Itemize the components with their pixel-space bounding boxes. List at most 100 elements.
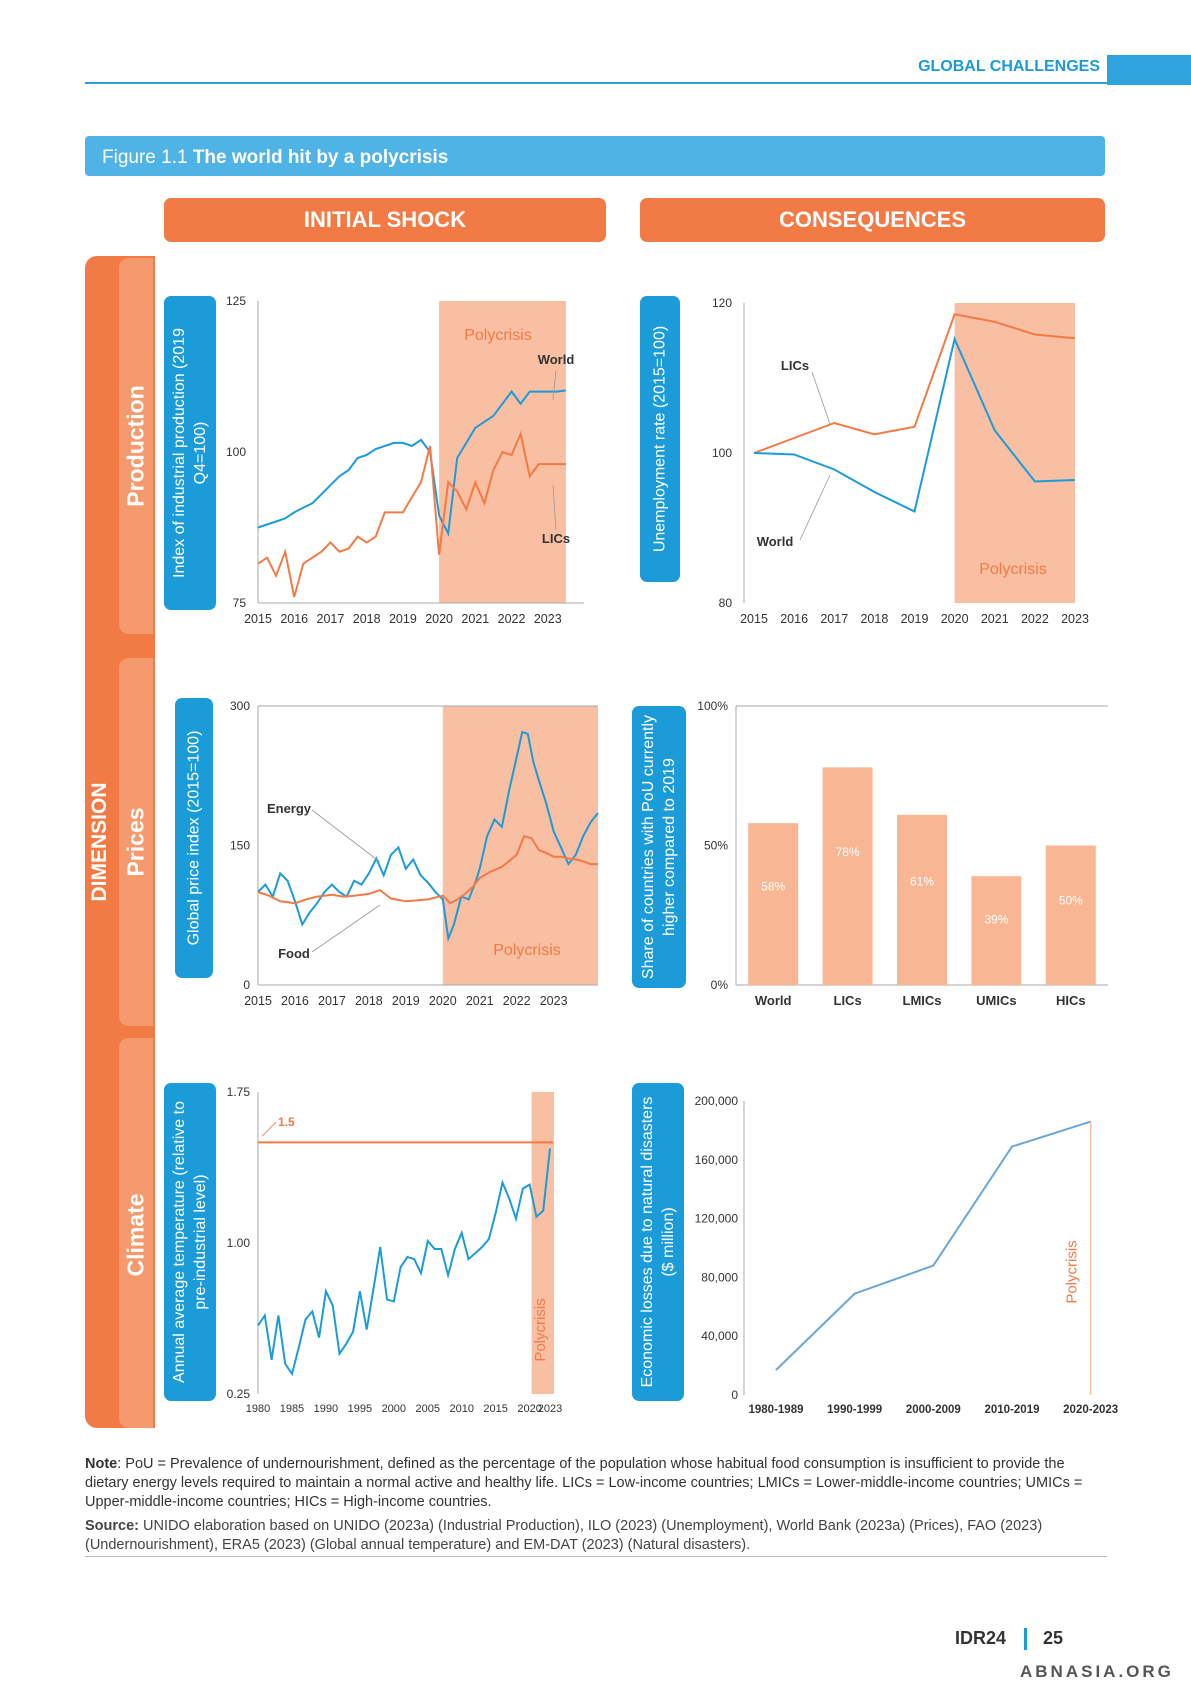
x-tick-label: World bbox=[755, 993, 792, 1008]
note: Note: PoU = Prevalence of undernourishme… bbox=[85, 1456, 1083, 1510]
y-tick-label: 100 bbox=[226, 445, 246, 459]
leader-world bbox=[799, 474, 831, 541]
row-tab-climate bbox=[119, 1038, 153, 1428]
bar-value-label: 78% bbox=[836, 845, 860, 859]
series-line-lics bbox=[753, 313, 1076, 454]
x-tick-label: 2023 bbox=[534, 612, 562, 626]
x-tick-label: 2022 bbox=[498, 612, 526, 626]
x-tick-label: 2017 bbox=[317, 612, 345, 626]
figure-title: Figure 1.1 The world hit by a polycrisis bbox=[102, 147, 448, 169]
series-line-food bbox=[257, 835, 598, 905]
x-tick-label: 2019 bbox=[389, 612, 417, 626]
x-tick-label: 2020 bbox=[517, 1403, 541, 1415]
x-tick-label: 2000-2009 bbox=[906, 1404, 961, 1416]
y-tick-label: 0 bbox=[731, 1388, 738, 1402]
polycrisis-label: Polycrisis bbox=[493, 942, 561, 959]
y-tick-label: 50% bbox=[704, 839, 728, 853]
polycrisis-label: Polycrisis bbox=[464, 327, 532, 344]
x-tick-label: 2020 bbox=[429, 994, 457, 1008]
footer-divider bbox=[1024, 1628, 1028, 1651]
leader-food bbox=[311, 904, 381, 953]
ylabel-pill-industrial: Index of industrial production (2019 Q4=… bbox=[164, 296, 216, 610]
row-tab-production bbox=[119, 258, 153, 634]
x-tick-label: 1985 bbox=[280, 1403, 304, 1415]
x-tick-label: 2021 bbox=[981, 612, 1009, 626]
figure-number: Figure 1.1 bbox=[102, 147, 188, 168]
data-point bbox=[1011, 1146, 1013, 1148]
y-tick-label: 160,000 bbox=[695, 1153, 739, 1167]
bar-hics bbox=[1045, 845, 1096, 985]
page-number: 25 bbox=[1043, 1628, 1064, 1648]
x-tick-label: 2005 bbox=[416, 1403, 440, 1415]
leader-energy bbox=[311, 809, 381, 863]
polycrisis-label: Polycrisis bbox=[532, 1298, 549, 1361]
x-tick-label: LMICs bbox=[903, 993, 942, 1008]
leader-threshold bbox=[261, 1121, 277, 1137]
header-accent-block bbox=[1107, 55, 1191, 85]
x-tick-label: 2020 bbox=[941, 612, 969, 626]
x-tick-label: 2022 bbox=[503, 994, 531, 1008]
column-header-initial-shock: INITIAL SHOCK bbox=[164, 198, 606, 242]
y-tick-label: 1.00 bbox=[227, 1236, 251, 1250]
y-tick-label: 80 bbox=[719, 596, 733, 610]
polycrisis-shade bbox=[954, 303, 1075, 603]
figure-title-bar: Figure 1.1 The world hit by a polycrisis bbox=[85, 136, 1105, 176]
leader-world bbox=[552, 369, 557, 401]
series-label-world: World bbox=[757, 534, 794, 549]
x-tick-label: 2016 bbox=[780, 612, 808, 626]
series-label-food: Food bbox=[278, 946, 310, 961]
y-tick-label: 1.75 bbox=[227, 1085, 251, 1099]
report-name: IDR24 bbox=[955, 1628, 1007, 1648]
watermark-text: ABNASIA.ORG bbox=[1020, 1662, 1174, 1681]
bar-umics bbox=[971, 876, 1022, 985]
ylabel-pill-losses: Economic losses due to natural disasters… bbox=[632, 1083, 684, 1401]
x-tick-label: 1990 bbox=[314, 1403, 338, 1415]
y-tick-label: 200,000 bbox=[695, 1094, 739, 1108]
y-tick-label: 120 bbox=[712, 296, 732, 310]
series-label-energy: Energy bbox=[267, 801, 312, 816]
row-tab-prices bbox=[119, 658, 153, 1026]
bar-lmics bbox=[897, 814, 947, 985]
polycrisis-label: Polycrisis bbox=[1064, 1240, 1081, 1303]
x-tick-label: 2023 bbox=[540, 994, 568, 1008]
page-footer: IDR24 25 bbox=[955, 1628, 1064, 1651]
x-tick-label: 2015 bbox=[740, 612, 768, 626]
x-tick-label: 2016 bbox=[280, 612, 308, 626]
y-tick-label: 0% bbox=[711, 978, 729, 992]
x-tick-label: UMICs bbox=[976, 993, 1016, 1008]
x-tick-label: 2020 bbox=[425, 612, 453, 626]
x-tick-label: 2018 bbox=[860, 612, 888, 626]
bar-value-label: 39% bbox=[984, 913, 1008, 927]
y-tick-label: 150 bbox=[230, 839, 250, 853]
x-tick-label: 2015 bbox=[483, 1403, 507, 1415]
x-tick-label: 2010 bbox=[449, 1403, 473, 1415]
x-tick-label: 2023 bbox=[1061, 612, 1089, 626]
x-tick-label: HICs bbox=[1056, 993, 1086, 1008]
figure-title-text: The world hit by a polycrisis bbox=[192, 147, 449, 168]
x-tick-label: LICs bbox=[834, 993, 862, 1008]
x-tick-label: 1995 bbox=[348, 1403, 372, 1415]
y-tick-label: 40,000 bbox=[701, 1329, 738, 1343]
data-point bbox=[932, 1265, 934, 1267]
bar-value-label: 61% bbox=[910, 874, 934, 888]
series-line-temperature bbox=[257, 1148, 551, 1377]
y-tick-label: 75 bbox=[233, 596, 247, 610]
x-tick-label: 2000 bbox=[382, 1403, 406, 1415]
x-tick-label: 1980-1989 bbox=[749, 1404, 804, 1416]
x-tick-label: 2010-2019 bbox=[985, 1404, 1040, 1416]
x-tick-label: 2021 bbox=[466, 994, 494, 1008]
y-tick-label: 100 bbox=[712, 446, 732, 460]
x-tick-label: 2017 bbox=[318, 994, 346, 1008]
header-rule bbox=[85, 82, 1107, 84]
series-label-lics: LICs bbox=[542, 531, 570, 546]
threshold-label: 1.5 bbox=[278, 1115, 295, 1129]
y-tick-label: 0.25 bbox=[227, 1387, 251, 1401]
x-tick-label: 2020-2023 bbox=[1063, 1404, 1118, 1416]
bar-value-label: 50% bbox=[1059, 894, 1083, 908]
x-tick-label: 2022 bbox=[1021, 612, 1049, 626]
data-point bbox=[775, 1369, 777, 1371]
ylabel-pill-unemployment: Unemployment rate (2015=100) bbox=[640, 296, 680, 582]
leader-lics bbox=[552, 484, 557, 531]
x-tick-label: 2015 bbox=[244, 612, 272, 626]
